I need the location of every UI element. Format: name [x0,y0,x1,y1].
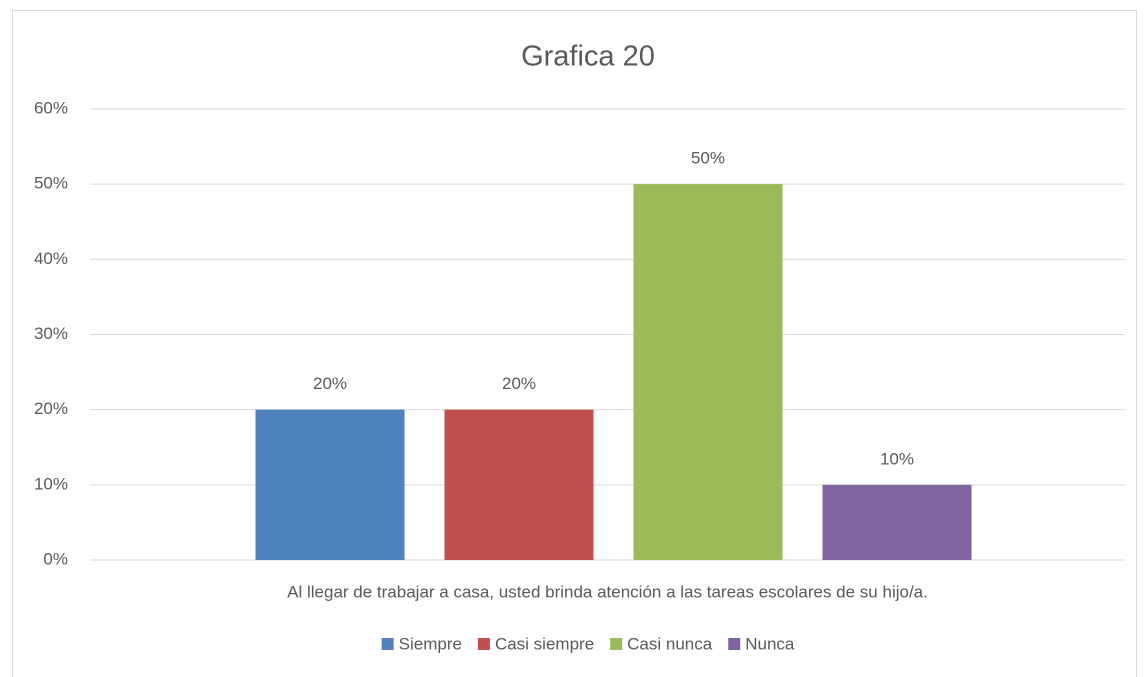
legend-swatch [728,638,741,650]
y-tick-label: 30% [34,324,68,343]
y-tick-label: 0% [43,549,68,568]
y-tick-label: 40% [34,249,68,268]
bar [822,484,972,560]
legend-label: Casi nunca [627,634,713,653]
legend-label: Siempre [399,634,462,653]
bar [255,409,405,560]
y-tick-label: 60% [34,98,68,117]
y-tick-label: 10% [34,474,68,493]
x-tick-label: Al llegar de trabajar a casa, usted brin… [287,582,928,601]
legend-swatch [477,638,490,650]
data-label: 10% [880,449,914,468]
chart-border [12,10,1137,677]
chart-title: Grafica 20 [521,41,655,73]
data-label: 50% [691,149,725,168]
legend-label: Casi siempre [495,634,594,653]
data-label: 20% [313,374,347,393]
legend-label: Nunca [745,634,795,653]
legend-swatch [381,638,394,650]
bar [633,184,783,560]
data-label: 20% [502,374,536,393]
bar [444,409,594,560]
y-tick-label: 20% [34,399,68,418]
legend-swatch [610,638,623,650]
y-tick-label: 50% [34,174,68,193]
